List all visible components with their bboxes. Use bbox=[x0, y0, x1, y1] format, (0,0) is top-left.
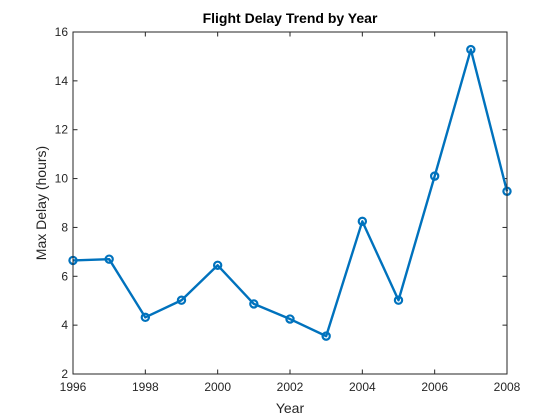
y-axis-label: Max Delay (hours) bbox=[33, 146, 49, 260]
chart-title: Flight Delay Trend by Year bbox=[203, 10, 378, 26]
data-point bbox=[176, 295, 187, 305]
x-tick-label: 2002 bbox=[277, 380, 304, 394]
data-point bbox=[140, 312, 151, 323]
data-point bbox=[321, 331, 331, 341]
data-point bbox=[357, 216, 368, 227]
data-point bbox=[104, 254, 114, 264]
data-point bbox=[249, 299, 259, 309]
y-tick-label: 2 bbox=[61, 367, 68, 381]
tick-labels: 1996 1998 2000 2002 2004 2006 2008 2 4 6 8 10 12 14 16 bbox=[55, 25, 521, 394]
x-tick-label: 2000 bbox=[204, 380, 231, 394]
series-layer bbox=[68, 44, 512, 341]
plot-frame bbox=[72, 31, 508, 375]
y-tick-label: 8 bbox=[61, 220, 68, 234]
data-point bbox=[466, 44, 476, 55]
series-line bbox=[72, 48, 509, 338]
y-tick-label: 4 bbox=[61, 318, 68, 332]
y-tick-label: 14 bbox=[55, 74, 69, 88]
x-tick-label: 2008 bbox=[494, 380, 521, 394]
x-tick-label: 2004 bbox=[349, 380, 376, 394]
y-tick-label: 16 bbox=[55, 25, 69, 39]
data-point bbox=[285, 314, 295, 324]
data-point bbox=[212, 260, 223, 270]
data-point bbox=[393, 295, 404, 305]
y-tick-label: 6 bbox=[61, 269, 68, 283]
x-axis-label: Year bbox=[276, 400, 305, 416]
data-point bbox=[429, 171, 440, 181]
x-tick-label: 1998 bbox=[132, 380, 159, 394]
y-tick-label: 12 bbox=[55, 123, 69, 137]
x-tick-label: 1996 bbox=[60, 380, 87, 394]
y-tick-label: 10 bbox=[55, 172, 69, 186]
x-tick-label: 2006 bbox=[421, 380, 448, 394]
